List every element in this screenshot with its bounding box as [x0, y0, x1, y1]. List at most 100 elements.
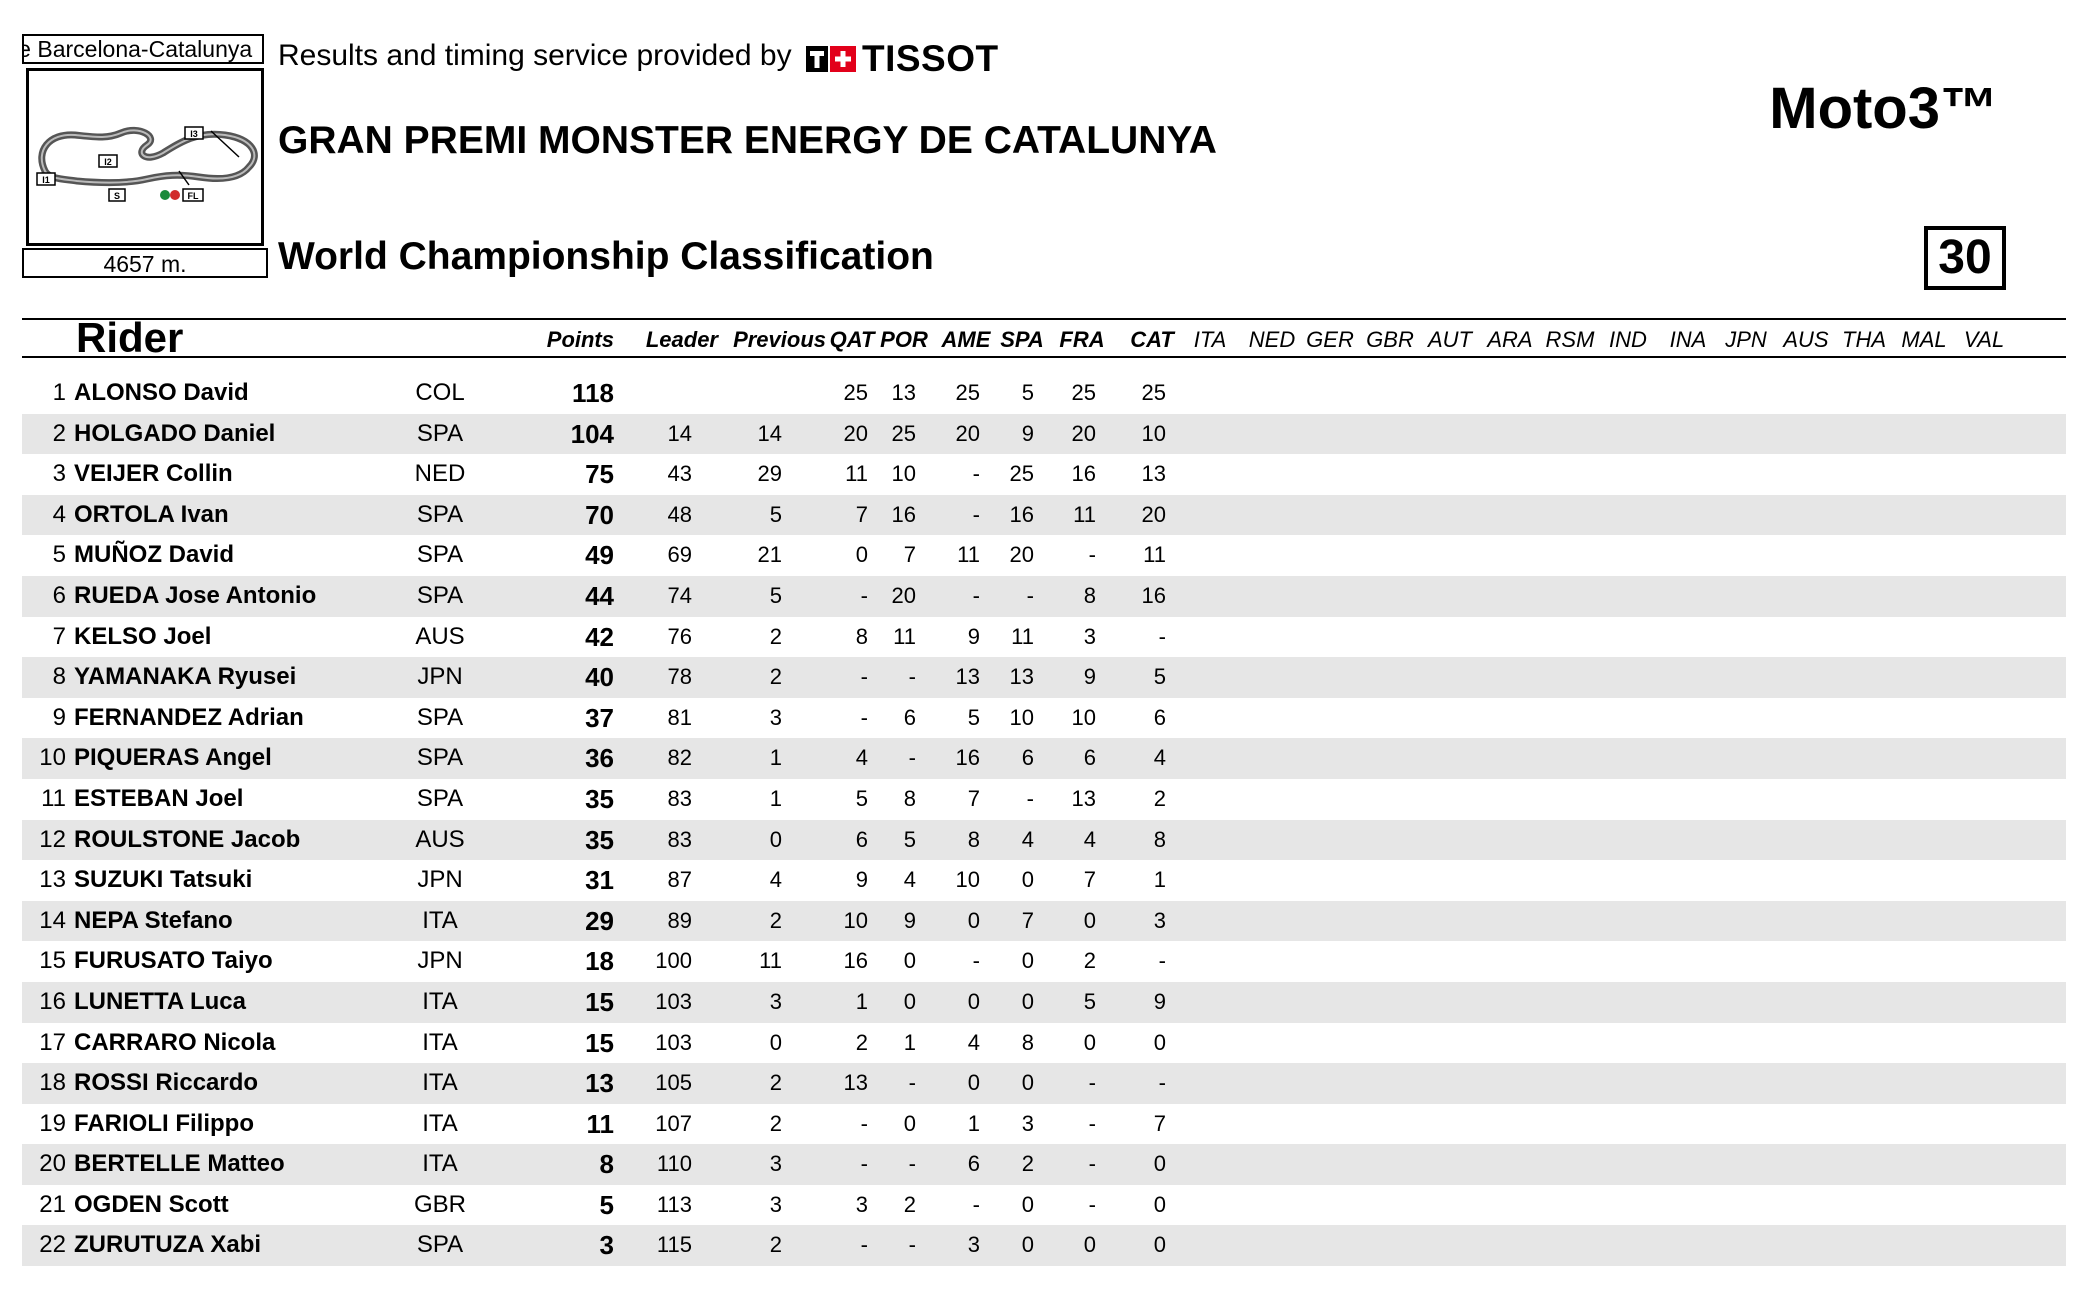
- rider-gap-previous: 3: [769, 704, 782, 730]
- rider-nation: ITA: [422, 906, 458, 934]
- column-race-cat: CAT: [1130, 327, 1174, 352]
- race-points-por: 0: [903, 988, 916, 1014]
- race-points-cat: 3: [1153, 907, 1166, 933]
- rider-gap-previous: 4: [769, 867, 782, 893]
- race-points-cat: 8: [1153, 826, 1166, 852]
- race-points-qat: 10: [843, 907, 868, 933]
- rider-points: 29: [585, 905, 614, 936]
- rider-position: 7: [52, 622, 66, 650]
- track-map: I3 I2 I1 S FL: [26, 68, 264, 246]
- rider-gap-leader: 83: [667, 785, 692, 811]
- race-points-ame: -: [972, 461, 980, 487]
- table-row: 8 YAMANAKA Ryusei JPN 40 78 2 - - 13 13 9 5: [22, 657, 2066, 698]
- rider-position: 17: [39, 1028, 66, 1056]
- rider-name: ESTEBAN Joel: [74, 784, 244, 812]
- rider-name: ORTOLA Ivan: [74, 500, 229, 528]
- race-points-cat: 7: [1153, 1110, 1166, 1136]
- round-number: 30: [1924, 226, 2006, 290]
- rider-gap-leader: 48: [667, 501, 692, 527]
- rider-points: 8: [599, 1149, 614, 1180]
- race-points-fra: -: [1088, 1110, 1096, 1136]
- rider-position: 4: [52, 500, 66, 528]
- rider-position: 12: [39, 825, 66, 853]
- rider-gap-leader: 87: [667, 867, 692, 893]
- rider-points: 11: [586, 1108, 615, 1139]
- race-points-qat: 25: [843, 380, 868, 405]
- race-points-por: -: [908, 1070, 916, 1096]
- column-previous: Previous: [733, 327, 826, 352]
- race-points-fra: 8: [1083, 582, 1096, 608]
- rider-nation: ITA: [422, 1150, 458, 1178]
- race-points-ame: -: [972, 582, 980, 608]
- race-points-spa: 11: [1011, 623, 1034, 649]
- race-points-spa: 16: [1009, 501, 1034, 527]
- race-points-qat: 9: [855, 867, 868, 893]
- column-rider: Rider: [76, 314, 184, 361]
- rider-nation: ITA: [422, 1028, 458, 1056]
- race-points-spa: -: [1026, 582, 1034, 608]
- rider-position: 3: [52, 460, 66, 488]
- race-points-fra: 6: [1083, 745, 1096, 771]
- column-race-aut: AUT: [1428, 327, 1472, 352]
- column-points: Points: [546, 327, 614, 352]
- rider-name: ALONSO David: [74, 379, 249, 406]
- race-points-spa: 25: [1009, 461, 1034, 487]
- race-points-spa: 2: [1021, 1151, 1034, 1177]
- rider-position: 10: [39, 744, 66, 772]
- race-points-ame: 11: [957, 542, 980, 568]
- race-points-ame: -: [972, 948, 980, 974]
- circuit-name: Circuit de Barcelona-Catalunya: [24, 36, 253, 62]
- rider-gap-leader: 113: [656, 1191, 692, 1217]
- race-points-fra: 0: [1083, 1232, 1096, 1258]
- rider-points: 118: [572, 378, 614, 408]
- race-points-spa: 4: [1021, 826, 1034, 852]
- rider-points: 3: [599, 1230, 614, 1261]
- race-points-spa: 6: [1021, 745, 1034, 771]
- race-points-ame: 4: [967, 1029, 980, 1055]
- race-points-spa: 0: [1021, 867, 1034, 893]
- race-points-qat: 2: [855, 1029, 868, 1055]
- race-points-fra: 20: [1071, 420, 1096, 446]
- rider-position: 8: [52, 663, 66, 691]
- rider-gap-leader: 83: [667, 826, 692, 852]
- race-points-cat: 1: [1153, 867, 1166, 893]
- rider-position: 18: [39, 1069, 66, 1097]
- rider-name: KELSO Joel: [74, 622, 212, 650]
- rider-gap-previous: 5: [769, 501, 782, 527]
- rider-gap-leader: 82: [667, 745, 692, 771]
- track-label-fl: FL: [188, 191, 199, 201]
- rider-name: HOLGADO Daniel: [74, 419, 276, 447]
- column-race-gbr: GBR: [1366, 327, 1414, 352]
- rider-position: 14: [39, 906, 66, 934]
- tissot-logo: TISSOT: [806, 40, 999, 78]
- rider-name: SUZUKI Tatsuki: [74, 866, 253, 894]
- rider-gap-previous: 11: [759, 948, 782, 974]
- race-points-cat: 20: [1141, 501, 1166, 527]
- rider-gap-leader: 81: [667, 704, 692, 730]
- table-row: 11 ESTEBAN Joel SPA 35 83 1 5 8 7 - 13 2: [22, 779, 2066, 820]
- race-points-fra: -: [1088, 542, 1096, 568]
- race-points-spa: 7: [1021, 907, 1034, 933]
- rider-name: BERTELLE Matteo: [74, 1150, 285, 1178]
- rider-points: 104: [570, 418, 614, 449]
- column-race-por: POR: [880, 327, 928, 352]
- track-map-icon: I3 I2 I1 S FL: [36, 126, 258, 202]
- rider-gap-leader: 78: [667, 664, 692, 690]
- rider-name: FARIOLI Filippo: [74, 1109, 254, 1137]
- race-points-por: 8: [903, 785, 916, 811]
- race-points-qat: 6: [855, 826, 868, 852]
- tissot-cross-icon: [806, 46, 856, 72]
- table-row: 5 MUÑOZ David SPA 49 69 21 0 7 11 20 - 11: [22, 535, 2066, 576]
- race-points-por: -: [908, 1151, 916, 1177]
- timing-credit: Results and timing service provided by: [278, 39, 792, 72]
- rider-position: 20: [39, 1150, 66, 1178]
- race-points-cat: 10: [1141, 420, 1166, 446]
- rider-points: 70: [585, 499, 614, 530]
- race-points-cat: 25: [1141, 380, 1166, 405]
- race-points-por: 5: [903, 826, 916, 852]
- race-points-fra: -: [1088, 1151, 1096, 1177]
- race-points-cat: -: [1158, 1070, 1166, 1096]
- rider-position: 15: [39, 947, 66, 975]
- race-points-por: 11: [893, 623, 916, 649]
- rider-gap-leader: 115: [656, 1232, 692, 1258]
